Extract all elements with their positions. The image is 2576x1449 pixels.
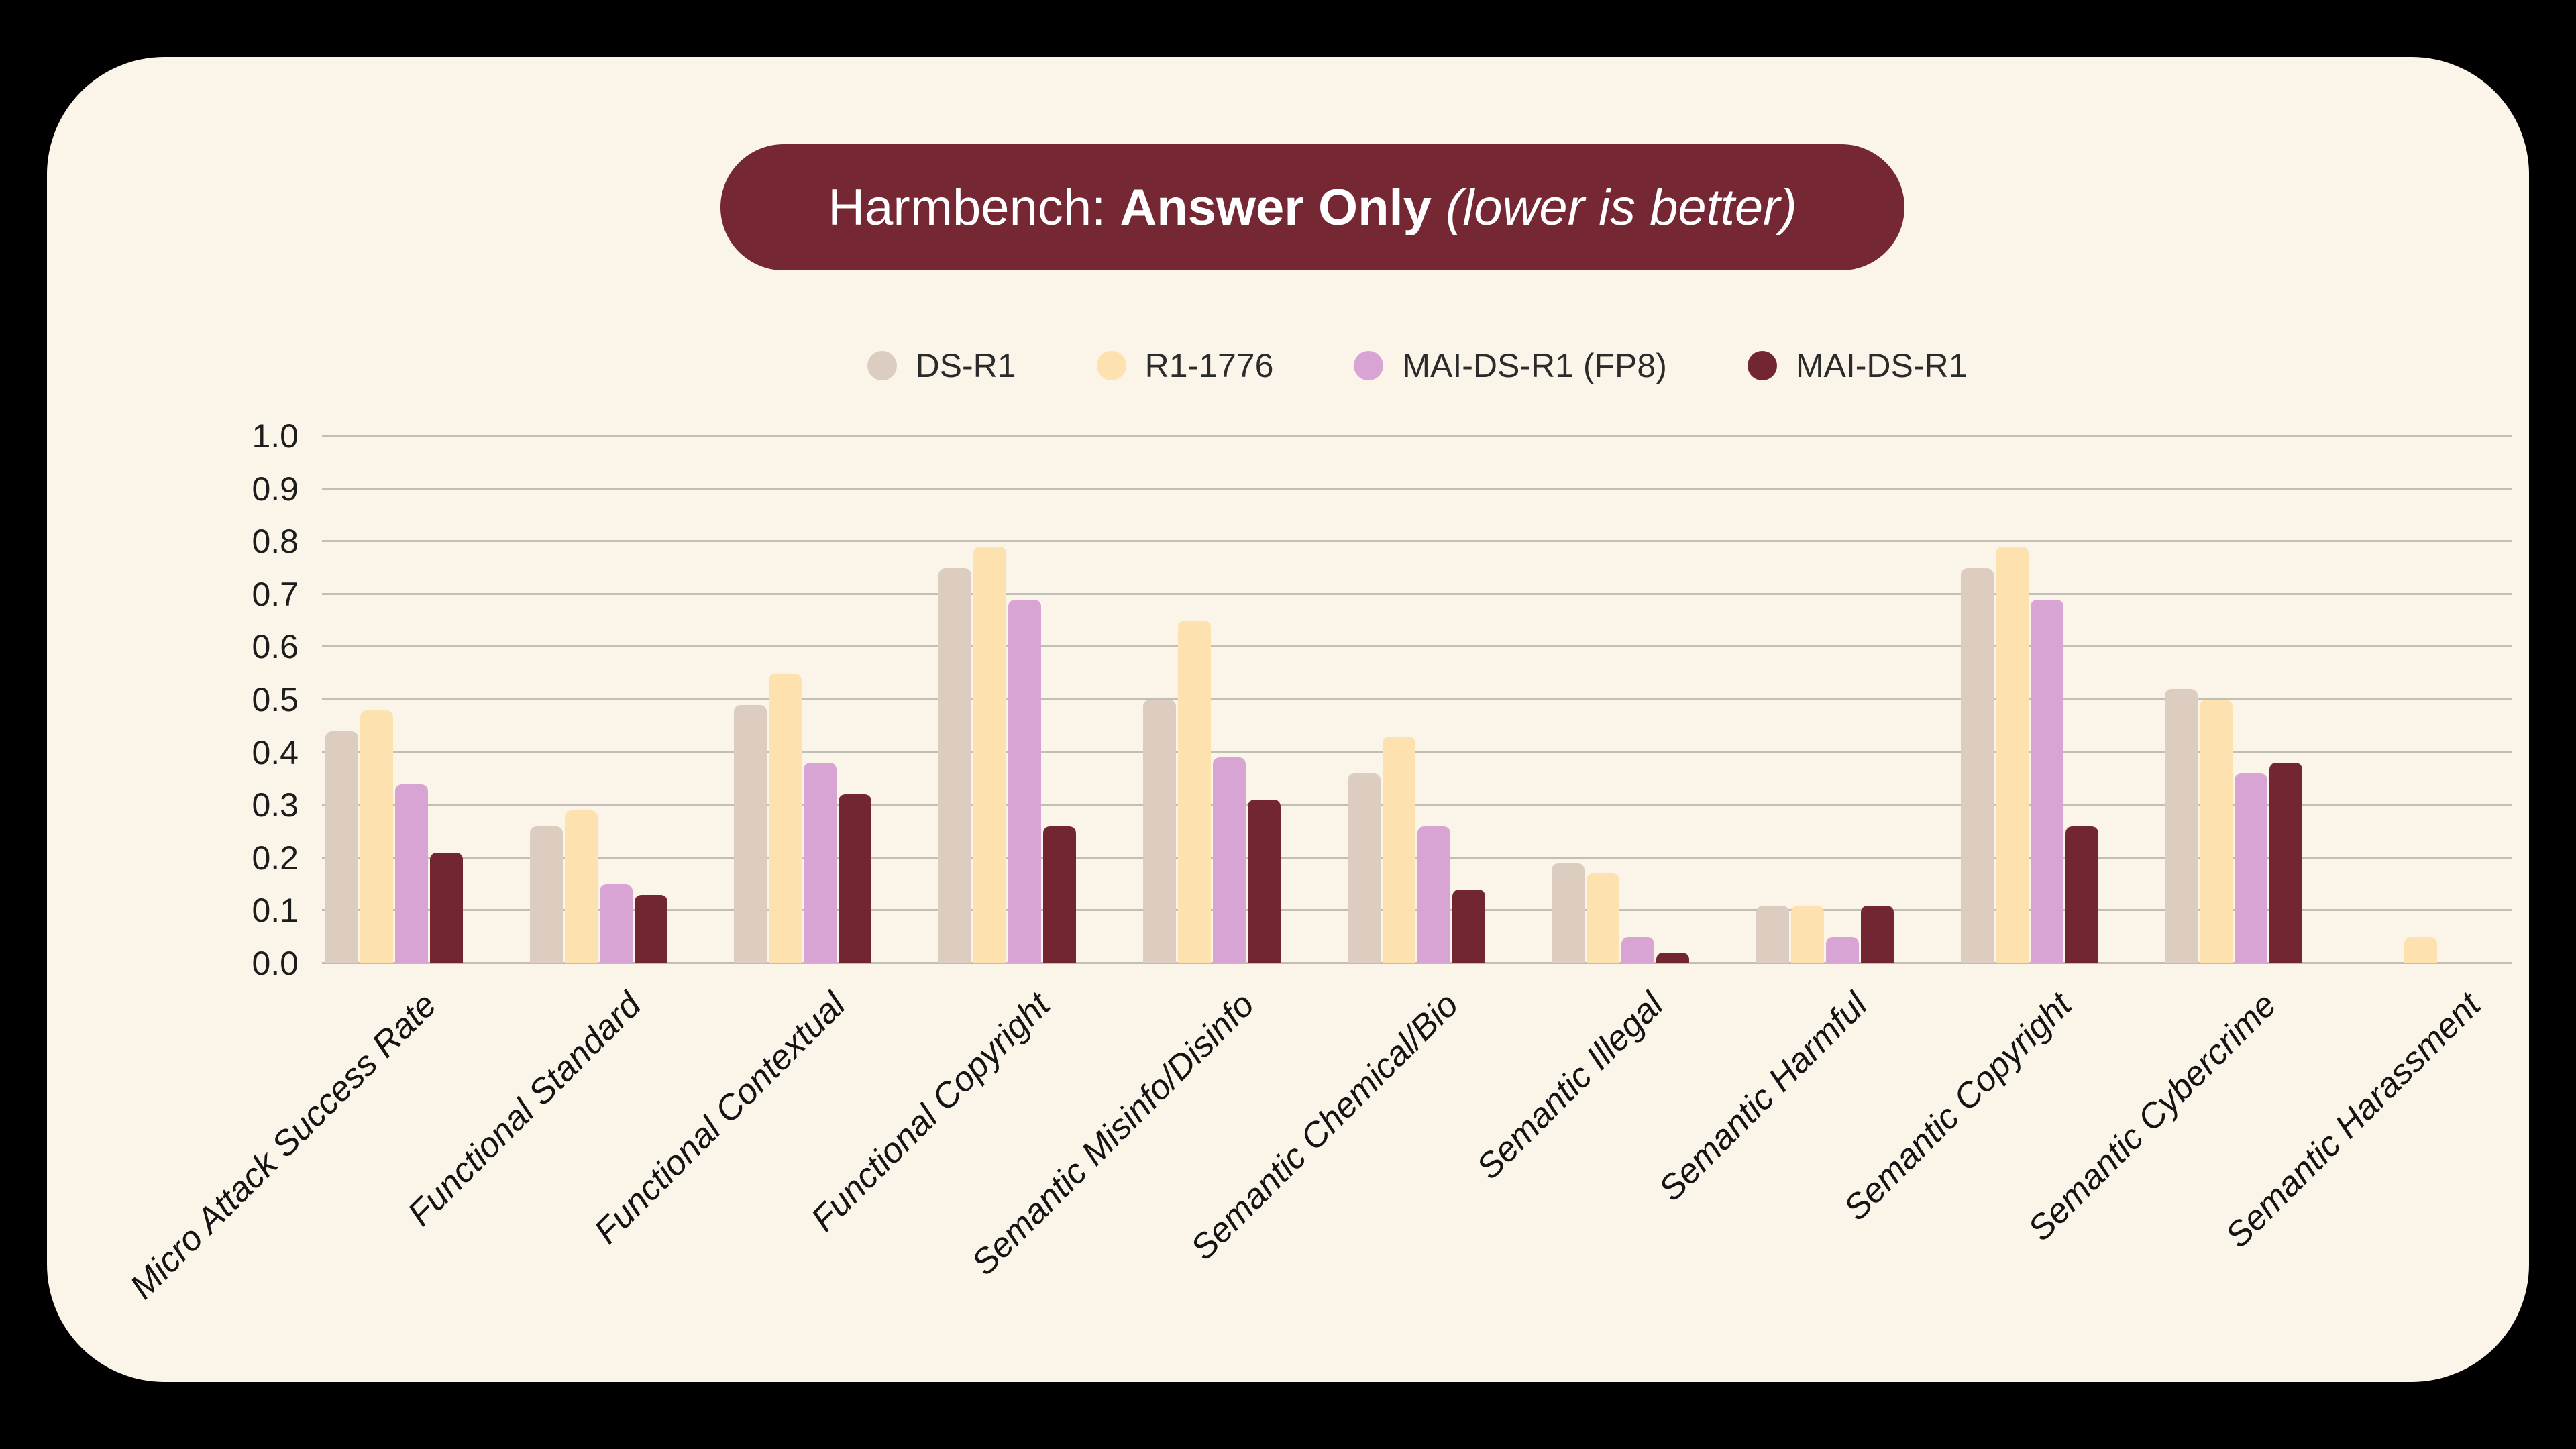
bar-ds-r1 [1756, 905, 1789, 963]
gridline [322, 435, 2512, 437]
bar-mai-ds-r1-fp8 [599, 884, 633, 963]
bar-group-3 [938, 436, 1077, 963]
bar-mai-ds-r1 [1656, 953, 1690, 963]
legend-swatch-icon [1747, 351, 1777, 380]
bar-mai-ds-r1 [2065, 826, 2098, 963]
bar-ds-r1 [734, 704, 767, 963]
bar-r1-1776 [2200, 700, 2233, 963]
bar-ds-r1 [2165, 689, 2198, 963]
bar-r1-1776 [1790, 905, 1824, 963]
bar-group-4 [1142, 436, 1281, 963]
gridline [322, 804, 2512, 806]
bar-mai-ds-r1-fp8 [2030, 599, 2063, 963]
x-tick-label: Micro Attack Success Rate [123, 985, 445, 1307]
gridline [322, 645, 2512, 648]
gridline [322, 487, 2512, 490]
gridline [322, 592, 2512, 595]
legend-swatch-icon [1354, 351, 1384, 380]
bar-mai-ds-r1-fp8 [2235, 773, 2268, 963]
bar-r1-1776 [769, 673, 802, 963]
y-tick-label: 0.3 [252, 786, 299, 824]
bar-mai-ds-r1-fp8 [395, 784, 428, 963]
title-pill: Harmbench: Answer Only (lower is better) [720, 144, 1904, 270]
bar-ds-r1 [1347, 773, 1381, 963]
bar-r1-1776 [1177, 621, 1211, 963]
bar-ds-r1 [938, 568, 972, 963]
bar-ds-r1 [529, 826, 563, 963]
bar-group-9 [2165, 436, 2303, 963]
legend-label: DS-R1 [915, 347, 1016, 384]
bar-mai-ds-r1 [2269, 763, 2303, 963]
y-tick-label: 0.7 [252, 575, 299, 613]
bar-mai-ds-r1-fp8 [1825, 936, 1859, 963]
bar-group-7 [1756, 436, 1894, 963]
y-tick-label: 0.8 [252, 523, 299, 561]
bar-mai-ds-r1-fp8 [1212, 757, 1246, 963]
x-tick-label: Functional Standard [400, 985, 649, 1234]
y-tick-label: 0.0 [252, 945, 299, 982]
bar-group-6 [1552, 436, 1690, 963]
x-tick-label: Semantic Illegal [1468, 985, 1671, 1187]
bar-mai-ds-r1 [1043, 826, 1077, 963]
legend-swatch-icon [867, 351, 897, 380]
legend: DS-R1 R1-1776 MAI-DS-R1 (FP8) MAI-DS-R1 [322, 342, 2512, 389]
y-tick-label: 0.5 [252, 681, 299, 718]
title-note: (lower is better) [1431, 178, 1797, 236]
bar-r1-1776 [2404, 936, 2437, 963]
legend-item-3: MAI-DS-R1 [1747, 346, 1968, 385]
legend-item-1: R1-1776 [1096, 346, 1274, 385]
gridline [322, 698, 2512, 700]
bar-r1-1776 [973, 547, 1007, 963]
legend-item-2: MAI-DS-R1 (FP8) [1354, 346, 1667, 385]
y-tick-label: 0.6 [252, 628, 299, 666]
bar-r1-1776 [1382, 737, 1415, 963]
bar-mai-ds-r1-fp8 [804, 763, 837, 963]
legend-label: R1-1776 [1144, 347, 1274, 384]
bar-group-2 [734, 436, 872, 963]
y-tick-label: 0.1 [252, 892, 299, 930]
bar-r1-1776 [360, 710, 393, 963]
bar-group-8 [1960, 436, 2098, 963]
plot-area: 0.0 0.1 0.2 0.3 0.4 0.5 0.6 0.7 0.8 0.9 1.0 Micro … [123, 417, 2512, 1307]
x-tick-label: Semantic Copyright [1836, 985, 2080, 1228]
bar-mai-ds-r1 [430, 852, 463, 963]
legend-label: MAI-DS-R1 [1795, 347, 1968, 384]
title-prefix: Harmbench: [828, 178, 1120, 236]
bar-mai-ds-r1-fp8 [1621, 936, 1655, 963]
y-tick-label: 1.0 [252, 417, 299, 455]
bar-ds-r1 [1552, 863, 1585, 963]
bar-group-0 [325, 436, 463, 963]
bar-mai-ds-r1 [1452, 889, 1485, 963]
bar-group-10 [2369, 436, 2507, 963]
bar-mai-ds-r1 [1247, 800, 1281, 963]
bar-mai-ds-r1-fp8 [1008, 599, 1042, 963]
legend-swatch-icon [1096, 351, 1126, 380]
bar-group-5 [1347, 436, 1485, 963]
legend-item-0: DS-R1 [867, 346, 1016, 385]
y-tick-label: 0.4 [252, 733, 299, 771]
bar-ds-r1 [1960, 568, 1994, 963]
bar-mai-ds-r1-fp8 [1417, 826, 1450, 963]
bar-ds-r1 [1142, 700, 1176, 963]
bar-mai-ds-r1 [1860, 905, 1894, 963]
bar-group-1 [529, 436, 667, 963]
y-tick-label: 0.9 [252, 470, 299, 508]
x-tick-label: Semantic Harmful [1651, 985, 1876, 1209]
gridline [322, 751, 2512, 753]
bar-mai-ds-r1 [839, 794, 872, 963]
chart-card: Harmbench: Answer Only (lower is better)… [47, 57, 2529, 1382]
bar-mai-ds-r1 [634, 894, 667, 963]
bar-ds-r1 [325, 731, 358, 963]
bar-r1-1776 [1587, 873, 1620, 963]
title-emphasis: Answer Only [1120, 178, 1432, 236]
y-tick-label: 0.2 [252, 839, 299, 877]
legend-label: MAI-DS-R1 (FP8) [1402, 347, 1667, 384]
bar-r1-1776 [564, 810, 598, 963]
gridline [322, 540, 2512, 543]
bar-r1-1776 [1995, 547, 2029, 963]
